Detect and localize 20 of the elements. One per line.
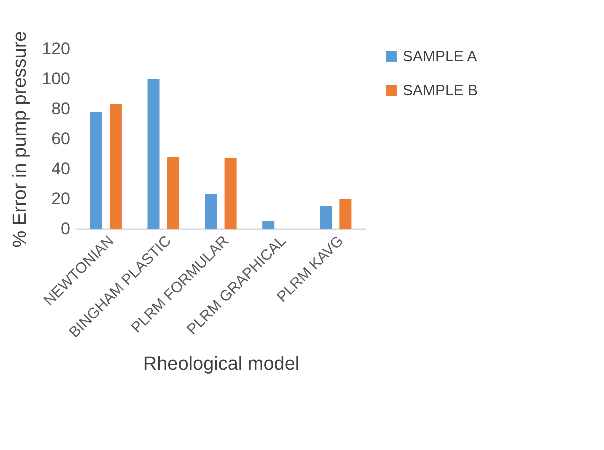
x-axis-title: Rheological model: [143, 354, 300, 375]
bar: [320, 206, 332, 229]
bar: [262, 222, 275, 229]
bar: [148, 79, 160, 229]
y-tick-label: 80: [52, 100, 70, 118]
bar: [224, 158, 237, 229]
legend-label: SAMPLE B: [403, 82, 478, 100]
bar: [340, 199, 352, 229]
bar: [205, 194, 218, 229]
y-tick-label: 120: [42, 40, 70, 58]
y-tick-label: 20: [52, 190, 70, 208]
y-tick-label: 100: [42, 70, 70, 88]
bar: [167, 157, 180, 229]
bar: [90, 112, 102, 229]
y-tick-label: 60: [52, 130, 70, 148]
y-tick-label: 0: [61, 220, 70, 238]
bar: [110, 104, 122, 229]
legend-label: SAMPLE A: [403, 48, 478, 66]
y-axis-title: % Error in pump pressure: [10, 31, 32, 248]
y-tick-label: 40: [52, 160, 70, 178]
